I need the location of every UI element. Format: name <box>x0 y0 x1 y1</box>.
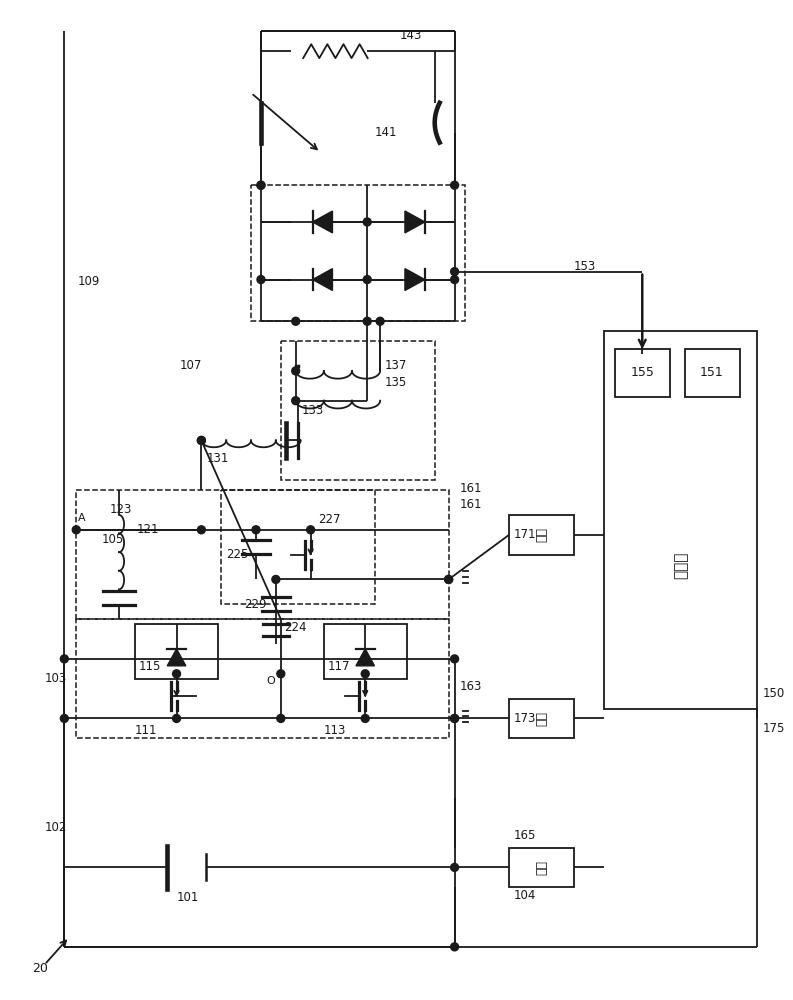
Bar <box>509 848 574 887</box>
Text: 104: 104 <box>514 889 537 902</box>
Text: 117: 117 <box>328 660 350 673</box>
Circle shape <box>257 276 265 284</box>
Circle shape <box>277 670 285 678</box>
Text: 驱动: 驱动 <box>535 860 548 875</box>
Circle shape <box>362 655 370 663</box>
Text: 20: 20 <box>33 962 48 975</box>
Circle shape <box>173 655 181 663</box>
Text: 131: 131 <box>206 452 228 465</box>
Text: 107: 107 <box>179 359 202 372</box>
Bar <box>509 515 574 555</box>
Circle shape <box>292 317 300 325</box>
Polygon shape <box>312 211 332 233</box>
Text: 控制器: 控制器 <box>673 551 688 579</box>
Bar <box>685 349 740 397</box>
Circle shape <box>363 218 371 226</box>
Text: 133: 133 <box>301 404 324 417</box>
Circle shape <box>450 268 458 276</box>
Bar <box>76 619 449 738</box>
Circle shape <box>292 397 300 405</box>
Text: 115: 115 <box>139 660 161 673</box>
Circle shape <box>450 714 458 722</box>
Text: 113: 113 <box>324 724 346 737</box>
Text: 105: 105 <box>102 533 125 546</box>
Circle shape <box>197 436 205 444</box>
Circle shape <box>362 670 370 678</box>
Text: 171: 171 <box>514 528 537 541</box>
Bar <box>509 699 574 738</box>
Text: 151: 151 <box>700 366 724 379</box>
Text: A: A <box>79 513 86 523</box>
Text: 173: 173 <box>514 712 537 725</box>
Text: 165: 165 <box>514 829 537 842</box>
Text: 109: 109 <box>77 275 100 288</box>
Bar <box>135 624 218 679</box>
Text: 175: 175 <box>762 722 785 735</box>
Text: 135: 135 <box>385 376 408 389</box>
Circle shape <box>173 670 181 678</box>
Circle shape <box>450 714 458 722</box>
Circle shape <box>173 714 181 722</box>
Circle shape <box>60 714 68 722</box>
Text: 161: 161 <box>460 498 482 511</box>
Circle shape <box>272 575 280 583</box>
Text: 137: 137 <box>385 359 408 372</box>
Bar <box>603 331 757 709</box>
Text: 101: 101 <box>177 891 199 904</box>
Text: 229: 229 <box>244 598 266 611</box>
Polygon shape <box>312 269 332 290</box>
Text: 驱动: 驱动 <box>535 527 548 542</box>
Circle shape <box>445 575 453 583</box>
Text: 224: 224 <box>284 621 306 634</box>
Text: 143: 143 <box>400 29 423 42</box>
Circle shape <box>450 276 458 284</box>
Polygon shape <box>405 211 425 233</box>
Text: 161: 161 <box>460 482 482 495</box>
Circle shape <box>257 181 265 189</box>
Circle shape <box>60 655 68 663</box>
Polygon shape <box>356 649 374 666</box>
Circle shape <box>252 526 260 534</box>
Polygon shape <box>405 269 425 290</box>
Circle shape <box>292 367 300 375</box>
Bar <box>281 341 435 480</box>
Polygon shape <box>167 649 186 666</box>
Text: 103: 103 <box>44 672 67 685</box>
Text: 102: 102 <box>44 821 67 834</box>
Bar <box>615 349 670 397</box>
Bar <box>324 624 407 679</box>
Text: O: O <box>266 676 275 686</box>
Text: 123: 123 <box>110 503 132 516</box>
Circle shape <box>72 526 80 534</box>
Text: 141: 141 <box>375 126 397 139</box>
Circle shape <box>450 943 458 951</box>
Circle shape <box>363 317 371 325</box>
Text: 225: 225 <box>226 548 248 561</box>
Circle shape <box>450 655 458 663</box>
Text: 111: 111 <box>135 724 157 737</box>
Circle shape <box>363 276 371 284</box>
Circle shape <box>362 714 370 722</box>
Text: 227: 227 <box>319 513 341 526</box>
Text: 驱动: 驱动 <box>535 711 548 726</box>
Bar <box>76 490 449 619</box>
Text: 163: 163 <box>460 680 482 693</box>
Circle shape <box>197 526 205 534</box>
Circle shape <box>277 714 285 722</box>
Circle shape <box>450 181 458 189</box>
Circle shape <box>376 317 384 325</box>
Text: 155: 155 <box>630 366 654 379</box>
Text: 153: 153 <box>574 260 596 273</box>
Circle shape <box>197 436 205 444</box>
Text: 121: 121 <box>137 523 159 536</box>
Bar <box>221 490 375 604</box>
Bar <box>251 185 465 321</box>
Circle shape <box>307 526 315 534</box>
Circle shape <box>445 575 453 583</box>
Circle shape <box>450 863 458 871</box>
Circle shape <box>257 181 265 189</box>
Text: 150: 150 <box>762 687 784 700</box>
